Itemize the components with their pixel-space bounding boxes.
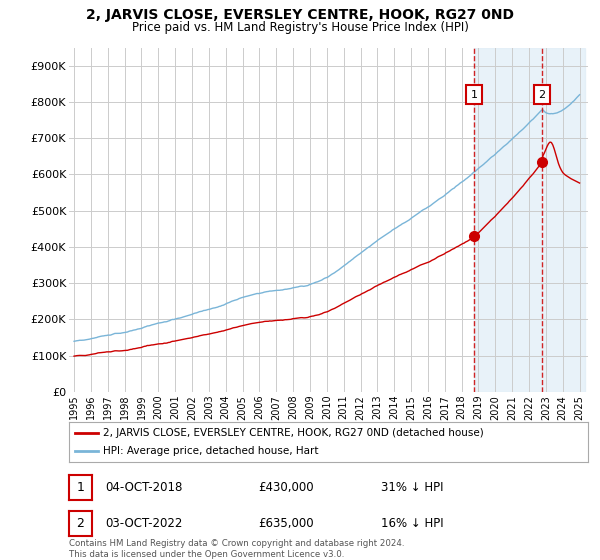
Bar	[474, 48, 584, 392]
Text: 2, JARVIS CLOSE, EVERSLEY CENTRE, HOOK, RG27 0ND: 2, JARVIS CLOSE, EVERSLEY CENTRE, HOOK, …	[86, 8, 514, 22]
Text: £430,000: £430,000	[258, 481, 314, 494]
Text: Price paid vs. HM Land Registry's House Price Index (HPI): Price paid vs. HM Land Registry's House …	[131, 21, 469, 34]
Text: 1: 1	[471, 90, 478, 100]
Text: 1: 1	[76, 481, 85, 494]
Text: HPI: Average price, detached house, Hart: HPI: Average price, detached house, Hart	[103, 446, 318, 456]
Text: 16% ↓ HPI: 16% ↓ HPI	[381, 517, 443, 530]
Text: £635,000: £635,000	[258, 517, 314, 530]
Text: 2, JARVIS CLOSE, EVERSLEY CENTRE, HOOK, RG27 0ND (detached house): 2, JARVIS CLOSE, EVERSLEY CENTRE, HOOK, …	[103, 428, 484, 438]
Text: Contains HM Land Registry data © Crown copyright and database right 2024.
This d: Contains HM Land Registry data © Crown c…	[69, 539, 404, 559]
Text: 04-OCT-2018: 04-OCT-2018	[105, 481, 182, 494]
Text: 31% ↓ HPI: 31% ↓ HPI	[381, 481, 443, 494]
Text: 2: 2	[538, 90, 545, 100]
Text: 2: 2	[76, 517, 85, 530]
Text: 03-OCT-2022: 03-OCT-2022	[105, 517, 182, 530]
